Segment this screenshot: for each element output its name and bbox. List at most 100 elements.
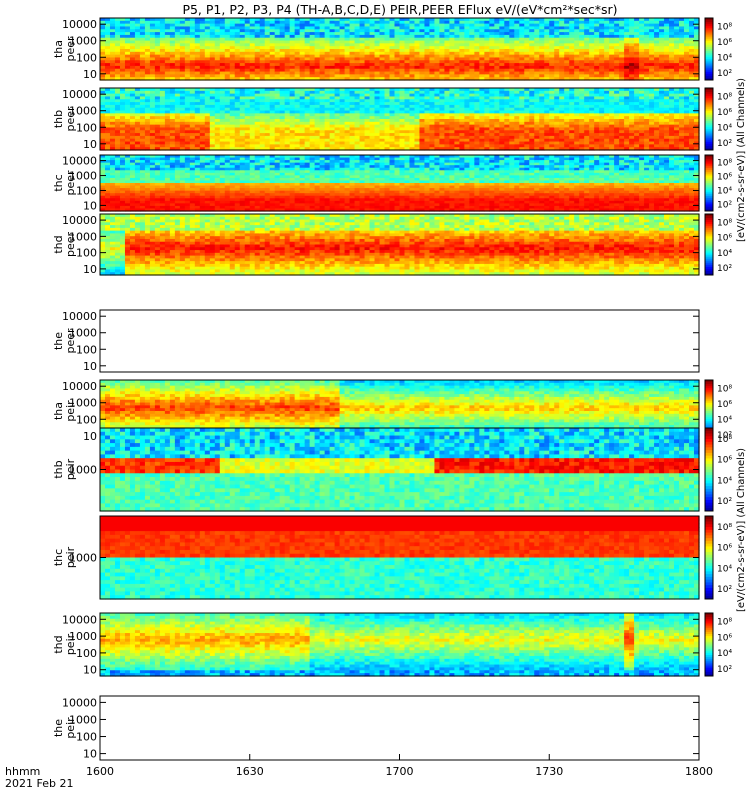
colorbar-tick-label: 10⁴ [717,249,732,259]
ytick-label: 10 [83,263,97,276]
heatmap-tha-peer [100,18,700,81]
frame-the-peer [99,309,700,373]
ytick-label: 1000 [69,464,97,477]
colorbar-2: 10⁸ 10⁶ 10⁴ 10² [704,154,732,212]
panel-thb-peir: 1000 thb peir [52,427,700,512]
frame-thb-peer [99,87,700,151]
ytick-label: 10 [83,138,97,151]
colorbar-tick-label: 10⁶ [717,108,732,118]
colorbar-tick-label: 10⁸ [717,384,732,394]
ytick-label: 10000 [62,214,97,227]
panel-thc-peir: 1000 thc peir [52,515,700,600]
ylabel-type: peir [64,717,77,739]
colorbar-tick-label: 10² [717,201,732,211]
xtick-label: 1730 [535,765,563,778]
ylabel-probe: thd [52,235,65,253]
colorbar-1: 10⁸ 10⁶ 10⁴ 10² [704,87,732,151]
colorbar-tick-label: 10⁴ [717,415,732,425]
panel-thd-peer: 10000 1000 100 10 thd peer [52,213,700,276]
colorbar-tick-label: 10² [717,431,732,441]
colorbar-tick-label: 10⁸ [717,618,732,628]
ytick-label: 10 [83,360,97,373]
ytick-label: 1000 [69,397,97,410]
colorbar-3: 10⁸ 10⁶ 10⁴ 10² [704,213,732,276]
heatmap-thd-peer [100,214,700,276]
ytick-label: 100 [76,343,97,356]
colorbar-tick-label: 10⁸ [717,523,732,533]
heatmap-thc-peer [100,155,700,212]
colorbar-tick-label: 10⁴ [717,187,732,197]
xtick-label: 1800 [685,765,713,778]
ytick-label: 100 [76,413,97,426]
colorbar-0: 10⁸ 10⁶ 10⁴ 10² [704,17,732,81]
ytick-label: 10000 [62,88,97,101]
ytick-label: 1000 [69,327,97,340]
colorbar-tick-label: 10⁴ [717,53,732,63]
ylabel-type: peir [64,633,77,655]
ylabel-type: peer [64,328,77,354]
ylabel-type: peer [64,232,77,258]
xtick-label: 1600 [86,765,114,778]
ylabel-type: peir [64,546,77,568]
colorbar-tick-label: 10⁸ [717,159,732,169]
colorbar-5: 10⁸ 10⁶ 10⁴ 10² [704,427,732,512]
ytick-label: 10 [83,68,97,81]
ylabel-probe: thb [52,460,65,478]
ytick-label: 1000 [69,35,97,48]
ytick-label: 100 [76,121,97,134]
ytick-label: 10000 [62,696,97,709]
ylabel-type: peir [64,458,77,480]
colorbar-tick-label: 10² [717,665,732,675]
frame-thd-peir [99,612,700,677]
ylabel-type: peer [64,36,77,62]
x-label-hhmm: hhmm [5,765,40,778]
ytick-label: 100 [76,647,97,660]
heatmap-thb-peir [100,428,700,512]
colorbar-tick-label: 10⁴ [717,476,732,486]
ytick-label: 10 [83,664,97,677]
xtick-label: 1700 [386,765,414,778]
ytick-label: 10 [83,430,97,443]
ytick-label: 1000 [69,713,97,726]
colorbar-tick-label: 10⁶ [717,38,732,48]
ylabel-probe: tha [52,40,65,58]
ytick-label: 10000 [62,18,97,31]
ytick-label: 1000 [69,630,97,643]
ylabel-probe: the [52,719,65,737]
colorbar-tick-label: 10⁸ [717,218,732,228]
ytick-label: 10 [83,748,97,761]
x-label-date: 2021 Feb 21 [5,777,73,790]
colorbar-tick-label: 10⁶ [717,173,732,183]
panel-the-peir: 10000 1000 100 10 the peir [52,695,700,761]
ylabel-probe: thc [52,549,65,566]
colorbar-tick-label: 10² [717,69,732,79]
colorbar-tick-label: 10² [717,264,732,274]
ylabel-type: peir [64,400,77,422]
colorbar-tick-label: 10⁸ [717,22,732,32]
colorbar-tick-label: 10⁶ [717,633,732,643]
panel-the-peer: 10000 1000 100 10 the peer [52,309,700,373]
panel-tha-peer: 10000 1000 100 10 tha peer [52,17,700,81]
ylabel-probe: thc [52,174,65,191]
ytick-label: 10000 [62,613,97,626]
colorbar-tick-label: 10⁸ [717,92,732,102]
colorbar-tick-label: 10⁴ [717,564,732,574]
panel-thb-peer: 10000 1000 100 10 thb peer [52,87,700,151]
ylabel-type: peer [64,170,77,196]
colorbar-tick-label: 10² [717,497,732,507]
colorbars: 10⁸10⁶10⁴10²10⁸10⁶10⁴10²10⁸10⁶10⁴10²10⁸1… [704,17,747,677]
colorbar-tick-label: 10² [717,139,732,149]
colorbar-tick-label: 10⁴ [717,123,732,133]
colorbar-tick-label: 10² [717,585,732,595]
panel-thd-peir: 10000 1000 100 10 thd peir [52,612,700,677]
x-axis: 1600 1630 1700 1730 1800 [86,754,713,778]
colorbar-tick-label: 10⁴ [717,649,732,659]
frame-thd-peer [99,213,700,276]
ytick-label: 1000 [69,552,97,565]
colorbar-tick-label: 10⁶ [717,456,732,466]
ytick-label: 10 [83,199,97,212]
heatmap-thc-peir [100,516,700,600]
chart-title: P5, P1, P2, P3, P4 (TH-A,B,C,D,E) PEIR,P… [182,2,617,17]
colorbar-6: 10⁸ 10⁶ 10⁴ 10² [704,515,732,600]
